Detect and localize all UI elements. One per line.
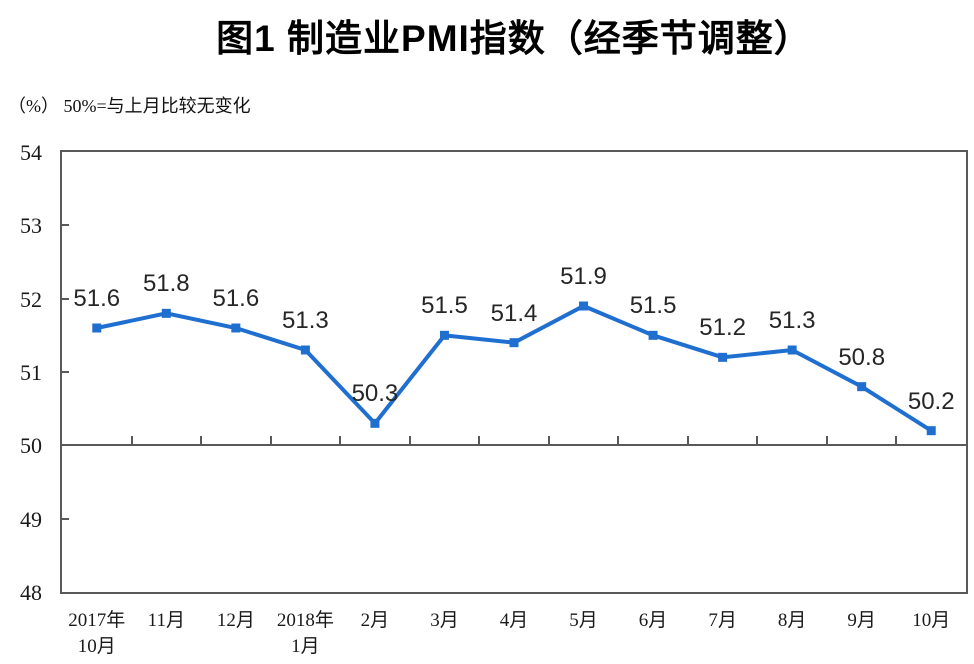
y-axis-tick-label: 54 (20, 140, 42, 165)
data-point-label: 51.9 (560, 263, 607, 290)
data-point-marker (92, 323, 102, 333)
x-axis-tick-label: 10月 (912, 610, 951, 631)
x-axis-tick (408, 436, 411, 446)
data-point-marker (439, 330, 449, 340)
data-point-label: 51.6 (73, 285, 121, 312)
y-axis-tick-label: 51 (20, 360, 42, 385)
x-axis-tick-label: 6月 (638, 610, 668, 631)
data-point-label: 50.3 (351, 380, 399, 408)
data-point-label: 51.5 (421, 292, 468, 320)
y-axis-tick-label: 48 (20, 580, 42, 605)
data-point-label: 50.2 (907, 387, 955, 415)
x-axis-tick-label: 7月 (708, 610, 737, 631)
data-point-label: 51.4 (490, 299, 538, 327)
data-point-marker (718, 352, 728, 362)
reference-line-50 (60, 444, 968, 447)
chart-title: 图1 制造业PMI指数（经季节调整） (216, 18, 812, 59)
data-point-marker (579, 301, 589, 311)
x-axis-tick (130, 436, 133, 446)
y-axis-tick-label: 53 (20, 213, 42, 239)
y-axis-tick (62, 517, 69, 520)
x-axis-tick (478, 436, 481, 446)
x-axis-tick-label: 5月 (569, 610, 598, 631)
x-axis-tick (895, 436, 898, 446)
y-axis-tick (62, 297, 69, 300)
data-point-label: 51.6 (212, 285, 260, 312)
y-axis-tick-label: 49 (20, 506, 42, 532)
data-point-marker (300, 345, 310, 355)
x-axis-tick-label: 3月 (430, 610, 459, 631)
data-point-marker (509, 338, 519, 348)
x-axis-tick (269, 436, 272, 446)
data-point-label: 51.3 (282, 307, 329, 334)
data-point-marker (231, 323, 241, 333)
data-point-label: 51.2 (699, 314, 746, 342)
pmi-line-series (92, 301, 936, 436)
data-point-marker (857, 382, 867, 392)
x-axis-tick (756, 436, 759, 446)
y-axis-tick (62, 224, 69, 227)
x-axis-tick (547, 436, 550, 446)
data-point-marker (161, 308, 171, 318)
x-axis-tick-label: 8月 (777, 610, 807, 631)
x-axis-tick-label: 2018年 1月 (276, 610, 334, 657)
x-axis-tick-label: 12月 (216, 610, 255, 631)
x-axis-tick-label: 4月 (499, 610, 529, 631)
axis-unit-note: （%） 50%=与上月比较无变化 (8, 96, 251, 116)
x-axis-tick-label: 2月 (360, 610, 390, 631)
data-point-label: 51.5 (629, 292, 677, 320)
x-axis-tick-label: 2017年 10月 (68, 610, 126, 657)
x-axis-tick-label: 11月 (147, 610, 185, 631)
data-point-label: 51.3 (768, 307, 816, 334)
data-point-marker (926, 426, 936, 436)
y-axis-tick-label: 52 (20, 286, 42, 312)
x-axis-tick-label: 9月 (847, 610, 876, 631)
x-axis-tick (686, 436, 689, 446)
x-axis-tick (200, 436, 203, 446)
data-point-marker (787, 345, 797, 355)
data-point-marker (648, 330, 658, 340)
x-axis-tick (617, 436, 620, 446)
plot-area (60, 150, 968, 594)
data-point-label: 50.8 (838, 343, 886, 371)
y-axis-tick-label: 50 (20, 433, 42, 459)
data-point-marker (370, 418, 380, 428)
x-axis-tick (825, 436, 828, 446)
y-axis-tick (62, 371, 69, 373)
x-axis-tick (339, 436, 342, 446)
data-point-label: 51.8 (142, 270, 190, 298)
